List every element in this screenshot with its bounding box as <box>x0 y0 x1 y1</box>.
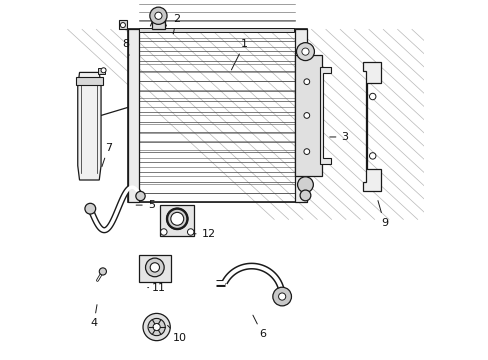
Circle shape <box>304 149 309 154</box>
Bar <box>76 77 102 85</box>
Bar <box>139 28 293 32</box>
Bar <box>152 19 164 30</box>
Polygon shape <box>319 67 330 164</box>
Bar <box>160 205 194 235</box>
Circle shape <box>301 48 308 55</box>
Circle shape <box>296 42 314 60</box>
Circle shape <box>369 93 375 100</box>
Circle shape <box>85 203 96 214</box>
Circle shape <box>148 319 165 336</box>
Bar <box>139 255 171 282</box>
Bar <box>128 30 139 202</box>
Circle shape <box>304 79 309 85</box>
Circle shape <box>142 314 170 341</box>
Circle shape <box>304 113 309 118</box>
Circle shape <box>297 177 313 193</box>
Circle shape <box>272 287 291 306</box>
Polygon shape <box>362 62 380 191</box>
Text: 3: 3 <box>329 132 347 142</box>
Text: 6: 6 <box>252 315 265 339</box>
Text: 7: 7 <box>102 143 112 167</box>
Text: 1: 1 <box>231 39 247 70</box>
Circle shape <box>153 323 160 330</box>
Circle shape <box>99 268 106 275</box>
Polygon shape <box>78 72 101 180</box>
Text: 10: 10 <box>167 325 186 343</box>
Text: 2: 2 <box>172 14 180 34</box>
Circle shape <box>369 153 375 159</box>
Bar <box>294 30 306 202</box>
Bar <box>128 30 306 202</box>
Circle shape <box>187 229 194 235</box>
Circle shape <box>278 293 285 300</box>
Circle shape <box>150 263 159 272</box>
Text: 5: 5 <box>136 200 154 210</box>
Circle shape <box>145 258 164 277</box>
Text: 11: 11 <box>147 283 165 293</box>
Text: 12: 12 <box>193 229 215 239</box>
Circle shape <box>136 192 145 201</box>
Circle shape <box>166 208 187 230</box>
Bar <box>98 68 105 74</box>
Text: 9: 9 <box>377 201 387 228</box>
Text: 8: 8 <box>122 39 129 55</box>
Text: 4: 4 <box>90 305 97 328</box>
Circle shape <box>101 68 106 73</box>
Bar <box>294 55 321 176</box>
Circle shape <box>160 229 167 235</box>
Circle shape <box>300 190 310 201</box>
Circle shape <box>155 12 162 19</box>
Circle shape <box>120 23 125 28</box>
Circle shape <box>149 7 167 24</box>
Bar <box>119 21 126 30</box>
Circle shape <box>170 212 183 225</box>
